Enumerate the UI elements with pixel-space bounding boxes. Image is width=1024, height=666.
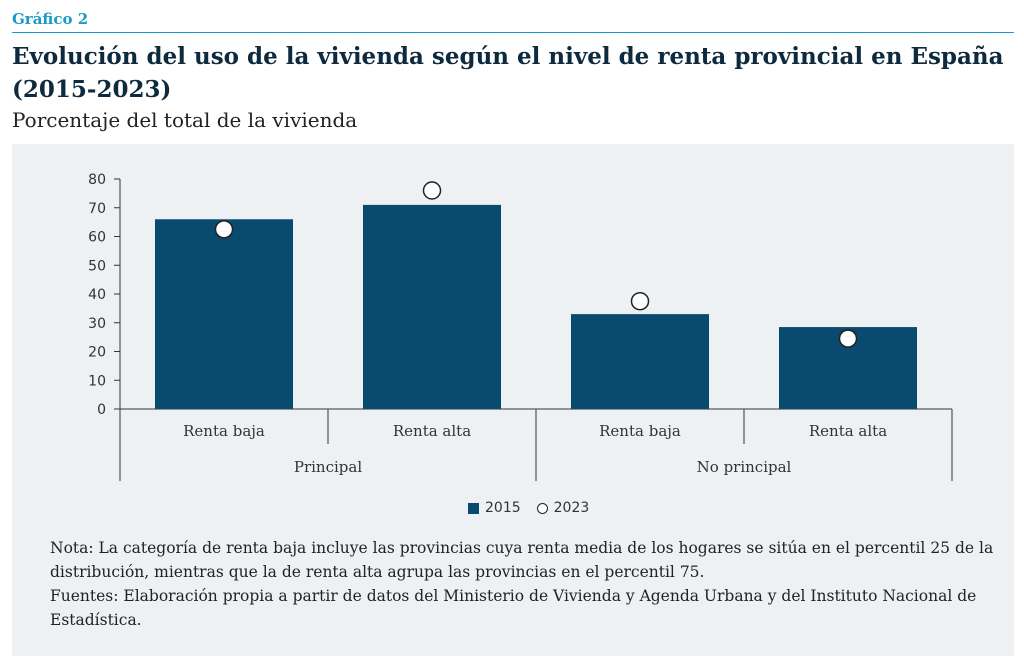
chart-svg: 0 10 20 30 40 50 60 70 80 Renta baja Renta alta Ren…	[88, 172, 953, 481]
group-label: Principal	[294, 458, 362, 476]
category-label: Renta alta	[393, 422, 471, 440]
note-text: Nota: La categoría de renta baja incluye…	[50, 539, 994, 581]
legend: 2015 2023	[468, 500, 589, 516]
y-tick-label: 40	[88, 287, 106, 303]
legend-label-2015: 2015	[485, 500, 521, 516]
y-tick-label: 0	[97, 402, 106, 418]
chart-title: Evolución del uso de la vivienda según e…	[12, 43, 1004, 103]
y-tick-label: 60	[88, 230, 106, 246]
notes: Nota: La categoría de renta baja incluye…	[50, 536, 1000, 632]
legend-label-2023: 2023	[553, 500, 590, 516]
dot-2023	[630, 291, 650, 311]
y-tick-label: 70	[88, 201, 106, 217]
legend-swatch-2023	[536, 502, 548, 514]
legend-swatch-2015	[468, 502, 479, 514]
bar-2015	[571, 314, 709, 409]
y-tick-label: 20	[88, 345, 106, 361]
category-label: Renta alta	[809, 422, 887, 440]
group-label: No principal	[697, 458, 792, 476]
category-label: Renta baja	[183, 422, 265, 440]
bar-2015	[155, 219, 293, 409]
y-tick-label: 10	[88, 373, 106, 389]
dot-2023	[214, 220, 234, 239]
dot-2023	[422, 181, 442, 200]
y-tick-label: 80	[88, 172, 106, 188]
sources-text: Fuentes: Elaboración propia a partir de …	[50, 587, 977, 629]
dot-2023	[838, 329, 858, 348]
category-label: Renta baja	[599, 422, 681, 440]
figure-label: Gráfico 2	[12, 10, 89, 28]
y-tick-label: 30	[88, 316, 106, 332]
y-tick-label: 50	[88, 258, 106, 274]
chart-subtitle: Porcentaje del total de la vivienda	[12, 108, 358, 132]
chart-panel: 0 10 20 30 40 50 60 70 80 Renta baja Renta alta Ren…	[12, 144, 1014, 656]
bar-2015	[363, 204, 501, 409]
figure-rule	[12, 32, 1014, 33]
